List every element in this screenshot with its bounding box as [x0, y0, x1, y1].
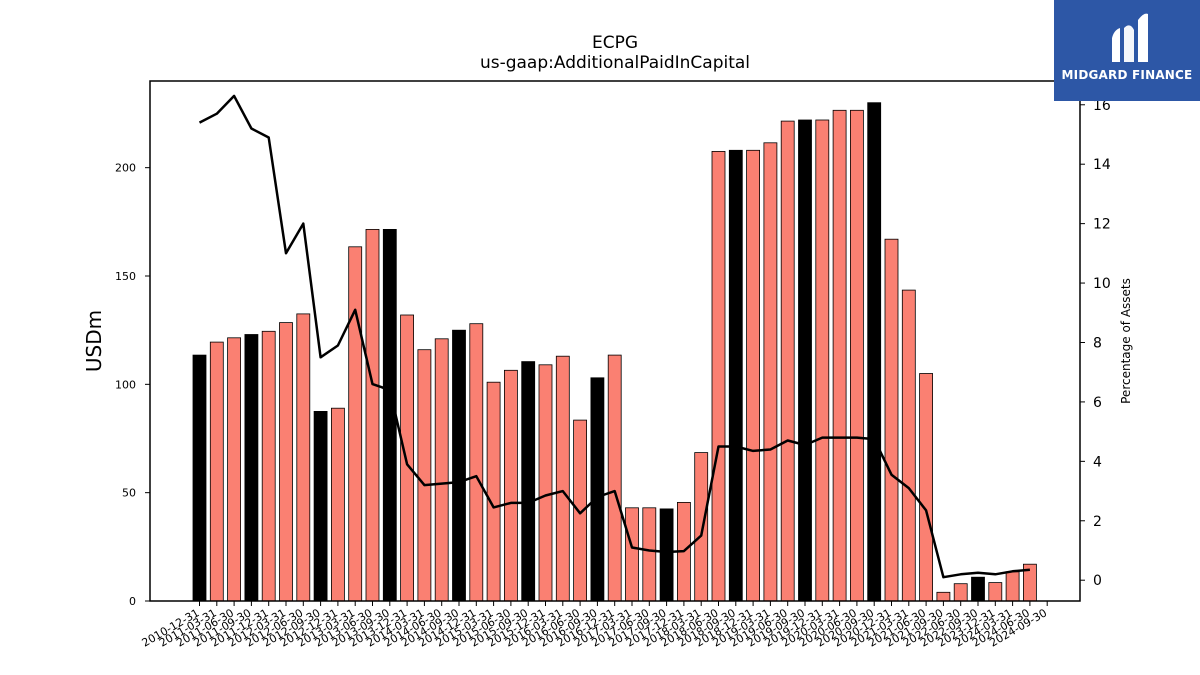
bar: [209, 341, 224, 602]
midgard-finance-logo: MIDGARD FINANCE: [1054, 0, 1200, 101]
bar: [919, 373, 933, 602]
bar: [365, 228, 380, 602]
bar: [400, 314, 415, 602]
bar: [417, 349, 432, 602]
bar: [607, 354, 622, 602]
chart-title: ECPG: [592, 33, 638, 53]
y-tick-label: 50: [122, 487, 136, 500]
bar: [728, 149, 743, 602]
bar: [746, 149, 760, 602]
bar: [659, 508, 674, 602]
bar: [971, 576, 985, 602]
y2-tick-label: 12: [1093, 217, 1111, 233]
y2-tick-label: 10: [1093, 276, 1111, 292]
bar: [261, 330, 276, 602]
bar: [642, 507, 657, 602]
y2-axis-label: Percentage of Assets: [1119, 278, 1133, 404]
logo-mark-icon: [1112, 13, 1148, 63]
y-axis-left: 0 50 100 150 200: [115, 162, 150, 608]
x-axis: 2010-12-312011-03-312011-06-302011-09-30…: [140, 601, 1049, 650]
bar: [884, 238, 899, 602]
y2-tick-label: 2: [1093, 514, 1102, 530]
y-tick-label: 200: [115, 162, 136, 175]
bar: [382, 228, 397, 602]
y2-tick-label: 8: [1093, 335, 1102, 351]
bar: [590, 377, 605, 602]
percentage-line: [198, 94, 1031, 579]
y-axis-label: USDm: [82, 310, 106, 372]
bar: [538, 364, 553, 602]
bar: [798, 119, 812, 602]
bar: [763, 142, 778, 602]
bar: [469, 323, 484, 602]
y2-tick-label: 6: [1093, 395, 1102, 411]
bar: [434, 338, 449, 602]
bar: [227, 337, 242, 602]
y2-tick-label: 14: [1093, 157, 1111, 173]
bar: [694, 452, 709, 602]
y-axis-right: 0 2 4 6 8 10 12 14 16: [1080, 98, 1111, 589]
y-tick-label: 0: [129, 595, 136, 608]
bar: [625, 507, 639, 602]
bar: [348, 246, 363, 602]
y-tick-label: 150: [115, 270, 136, 283]
bar: [901, 289, 916, 602]
y2-tick-label: 0: [1093, 573, 1102, 589]
chart-subtitle: us-gaap:AdditionalPaidInCapital: [480, 53, 750, 73]
bar: [521, 361, 536, 602]
y2-tick-label: 4: [1093, 454, 1102, 470]
bar: [486, 381, 501, 602]
bar: [503, 369, 518, 602]
logo-text: MIDGARD FINANCE: [1061, 68, 1193, 82]
bar: [452, 329, 466, 602]
bar: [867, 102, 882, 602]
bar: [244, 334, 259, 602]
bar: [815, 119, 830, 602]
y2-tick-label: 16: [1093, 98, 1111, 114]
bar: [953, 583, 968, 602]
bar: [296, 313, 311, 602]
bar: [832, 109, 847, 602]
bar: [313, 410, 328, 602]
bar: [279, 322, 293, 602]
bar: [555, 355, 570, 602]
bar: [1005, 571, 1020, 602]
bar: [936, 591, 951, 602]
bar: [780, 120, 795, 602]
bar: [330, 407, 345, 602]
bar: [988, 582, 1003, 602]
bar: [850, 109, 864, 602]
bar-group: [192, 102, 1037, 602]
bar: [711, 150, 726, 602]
y-tick-label: 100: [115, 378, 136, 391]
bar: [192, 354, 207, 602]
line-group: [198, 94, 1031, 579]
